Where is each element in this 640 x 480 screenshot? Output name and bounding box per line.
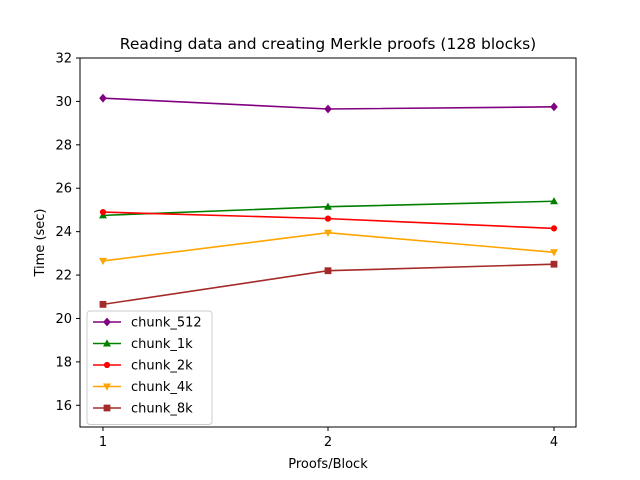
legend-item: chunk_8k (93, 402, 193, 417)
x-axis: 1 2 4 (99, 427, 558, 450)
series-line-chunk_4k (102, 231, 555, 262)
series-chunk_8k (99, 260, 558, 308)
legend-marker (103, 383, 111, 391)
legend-marker (103, 404, 111, 412)
data-point-chunk_2k (550, 225, 558, 232)
y-tick-label: 32 (55, 52, 72, 67)
y-tick-label: 26 (55, 182, 72, 197)
x-tick-label: 2 (324, 435, 332, 450)
x-tick-label: 4 (550, 435, 558, 450)
legend-label: chunk_4k (131, 380, 193, 395)
data-point-chunk_4k (324, 229, 332, 237)
data-point-chunk_2k (324, 215, 332, 222)
series-chunk_2k (99, 209, 558, 232)
data-point-chunk_1k (324, 202, 332, 210)
y-tick-label: 24 (55, 225, 72, 240)
data-point-chunk_4k (99, 257, 107, 266)
legend-box (86, 310, 213, 425)
y-tick-label: 30 (55, 95, 72, 110)
x-tick-label: 1 (99, 435, 107, 450)
y-tick-label: 28 (55, 138, 72, 153)
legend-item: chunk_512 (93, 316, 202, 331)
legend-label: chunk_512 (131, 316, 202, 331)
data-point-chunk_8k (99, 300, 107, 308)
y-tick-label: 20 (55, 312, 72, 327)
legend-marker (103, 361, 111, 369)
series-chunk_4k (99, 229, 558, 266)
data-point-chunk_2k (99, 209, 107, 216)
data-point-chunk_1k (550, 197, 558, 205)
chart-title: Reading data and creating Merkle proofs … (120, 35, 536, 53)
series-chunk_512 (99, 93, 558, 114)
data-point-chunk_512 (99, 93, 107, 103)
legend-item: chunk_1k (93, 337, 193, 352)
x-axis-label: Proofs/Block (288, 457, 368, 472)
y-tick-label: 16 (55, 399, 72, 414)
y-tick-label: 22 (55, 269, 72, 284)
series-layer (99, 93, 558, 308)
y-axis-label: Time (sec) (33, 208, 48, 277)
legend-label: chunk_2k (131, 359, 193, 374)
series-chunk_1k (99, 197, 558, 219)
legend: chunk_512 chunk_1k chunk_2k chunk_4k chunk_8… (86, 310, 213, 425)
legend-item: chunk_2k (93, 359, 193, 374)
legend-label: chunk_1k (131, 337, 193, 352)
y-axis: 16 18 20 22 24 26 28 30 32 (55, 52, 80, 414)
data-point-chunk_8k (550, 260, 558, 268)
data-point-chunk_512 (550, 102, 558, 112)
data-point-chunk_8k (324, 267, 332, 275)
legend-item: chunk_4k (93, 380, 193, 395)
data-point-chunk_512 (324, 104, 332, 114)
legend-marker (103, 317, 111, 327)
data-point-chunk_4k (550, 249, 558, 257)
legend-marker (103, 339, 111, 347)
legend-label: chunk_8k (131, 402, 193, 417)
y-tick-label: 18 (55, 355, 72, 370)
